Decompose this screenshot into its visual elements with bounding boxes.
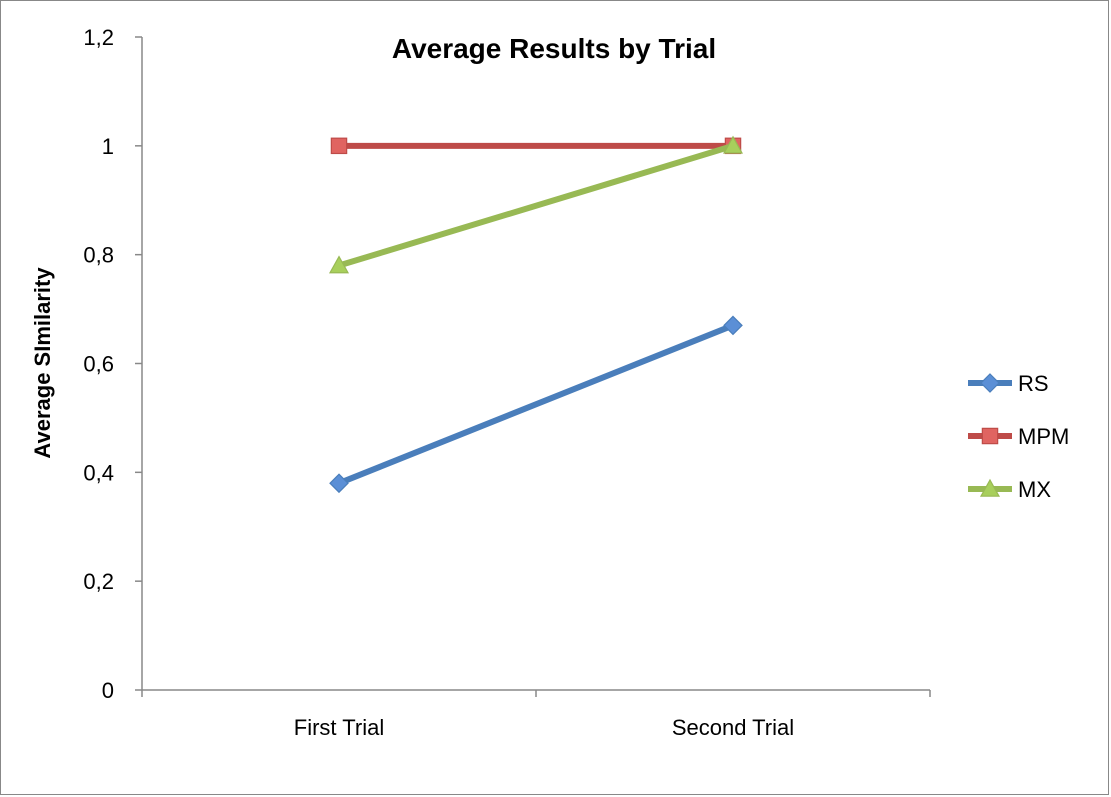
series-mpm <box>330 137 742 155</box>
legend-item-rs: RS <box>968 371 1049 396</box>
data-point <box>328 255 350 274</box>
legend-marker <box>981 427 999 445</box>
y-tick-label: 0,8 <box>83 243 114 268</box>
y-axis-title: Average SImilarity <box>30 267 55 459</box>
data-point <box>330 137 348 155</box>
legend-label: MX <box>1018 477 1051 502</box>
legend-marker <box>979 478 1001 497</box>
data-point <box>723 315 743 336</box>
y-tick-label: 0,6 <box>83 352 114 377</box>
legend-marker <box>980 373 1000 393</box>
x-tick-label: Second Trial <box>672 715 794 740</box>
y-tick-label: 0,2 <box>83 569 114 594</box>
chart-title: Average Results by Trial <box>392 33 716 64</box>
series-line <box>336 322 736 487</box>
y-tick-label: 0 <box>102 678 114 703</box>
series-mx <box>328 135 744 274</box>
legend-item-mpm: MPM <box>968 424 1069 449</box>
series-layer <box>328 135 744 494</box>
series-rs <box>329 315 743 494</box>
axes: 0 0,2 0,4 0,6 0,8 1 1,2 First Trial Second Trial <box>83 25 931 740</box>
series-line <box>336 142 736 269</box>
y-tick-label: 1,2 <box>83 25 114 50</box>
legend-label: RS <box>1018 371 1049 396</box>
data-point <box>722 135 744 154</box>
data-point <box>329 473 349 494</box>
legend-label: MPM <box>1018 424 1069 449</box>
legend: RS MPM MX <box>968 371 1069 502</box>
y-tick-label: 0,4 <box>83 460 114 485</box>
legend-item-mx: MX <box>968 477 1051 502</box>
y-tick-label: 1 <box>102 134 114 159</box>
x-tick-label: First Trial <box>294 715 384 740</box>
